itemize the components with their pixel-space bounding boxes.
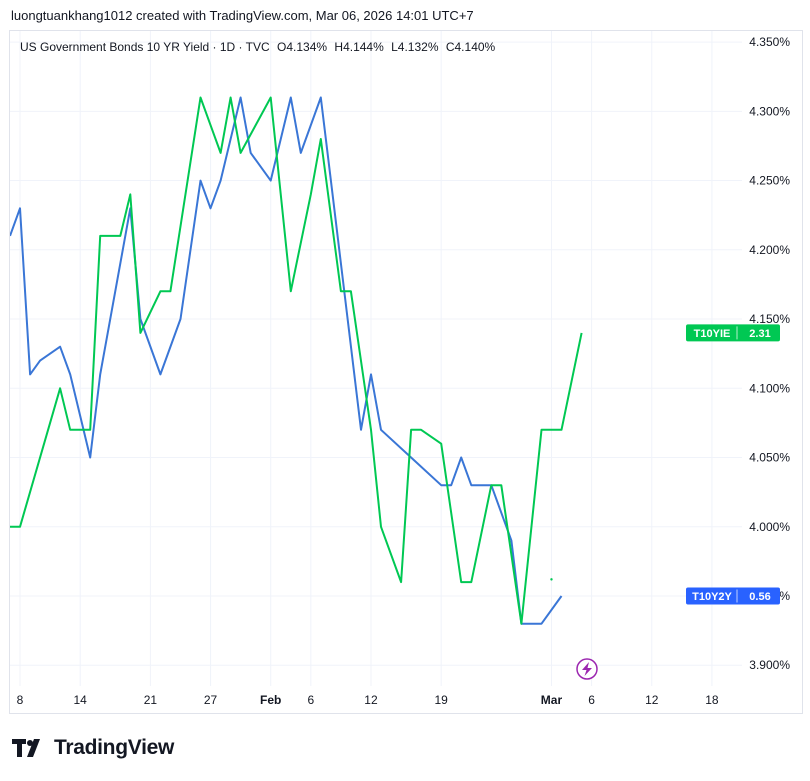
x-tick-label: 8 [17, 693, 24, 707]
tradingview-brand[interactable]: TradingView [12, 736, 174, 760]
badge-t10yie[interactable]: T10YIE 2.31 [686, 324, 780, 342]
y-tick-label: 4.150% [749, 312, 790, 326]
x-tick-label: 6 [307, 693, 314, 707]
legend-high: H4.144% [334, 40, 384, 54]
symbol-legend[interactable]: US Government Bonds 10 YR Yield · 1D · T… [20, 40, 499, 54]
y-tick-label: 4.350% [749, 35, 790, 49]
legend-symbol: US Government Bonds 10 YR Yield · 1D · T… [20, 40, 270, 54]
y-tick-label: 4.200% [749, 243, 790, 257]
x-tick-label: 12 [645, 693, 659, 707]
y-axis: 4.350% 4.300% 4.250% 4.200% 4.150% 4.100% 4.05… [749, 35, 790, 672]
legend-low: L4.132% [391, 40, 439, 54]
badge-t10y2y[interactable]: T10Y2Y 0.56 [686, 587, 780, 605]
y-tick-label: 4.050% [749, 451, 790, 465]
y-tick-label: 4.300% [749, 104, 790, 118]
series-line-t10y2y[interactable] [10, 96, 563, 625]
y-tick-label: 4.100% [749, 381, 790, 395]
badge-series-name: T10Y2Y [692, 591, 732, 603]
x-tick-label: Feb [260, 693, 281, 707]
chart-frame [9, 30, 803, 714]
last-value-badges: T10Y2Y 0.56 T10YIE 2.31 [686, 324, 780, 605]
x-tick-label: 12 [364, 693, 378, 707]
series-layer [10, 96, 583, 625]
legend-open: O4.134% [277, 40, 328, 54]
x-tick-label: 18 [705, 693, 719, 707]
series-line-t10yie[interactable] [10, 96, 583, 625]
x-tick-label: Mar [541, 693, 563, 707]
series-marker-dot [550, 578, 553, 581]
y-tick-label: 3.900% [749, 658, 790, 672]
chart-header: luongtuankhang1012 created with TradingV… [11, 8, 474, 23]
x-tick-label: 14 [74, 693, 88, 707]
brand-name: TradingView [54, 736, 175, 759]
grid-layer [10, 31, 742, 686]
x-tick-label: 21 [144, 693, 158, 707]
tradingview-logo-icon [12, 739, 40, 757]
legend-close: C4.140% [445, 40, 496, 54]
lightning-icon[interactable] [576, 658, 598, 680]
y-tick-label: 4.000% [749, 520, 790, 534]
y-tick-label: 4.250% [749, 174, 790, 188]
x-tick-label: 27 [204, 693, 218, 707]
badge-series-name: T10YIE [694, 328, 731, 340]
x-tick-label: 19 [434, 693, 448, 707]
x-axis: 8 14 21 27 Feb 6 12 19 Mar 6 12 18 [17, 693, 719, 707]
x-tick-label: 6 [588, 693, 595, 707]
badge-last-value: 2.31 [749, 328, 770, 340]
badge-last-value: 0.56 [749, 591, 770, 603]
